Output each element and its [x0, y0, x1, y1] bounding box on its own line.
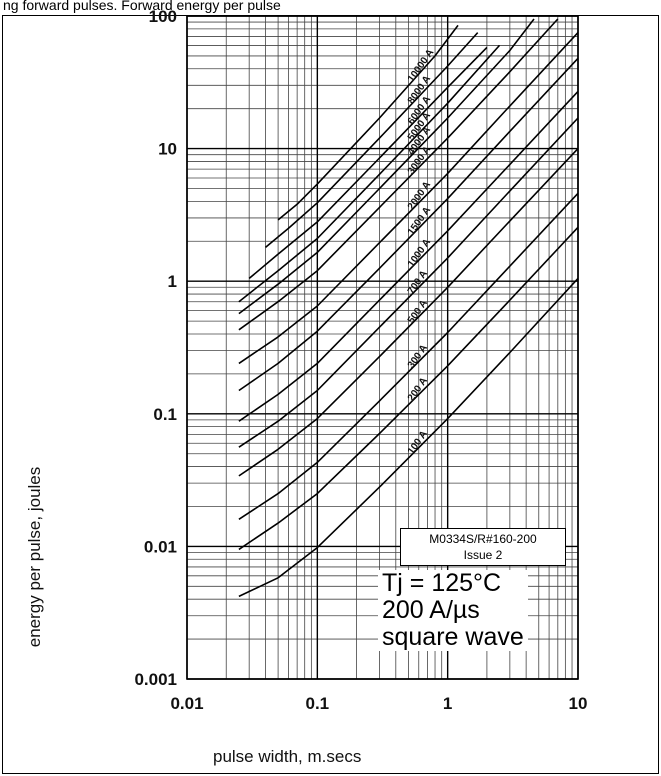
- y-tick-label: 0.01: [144, 537, 177, 556]
- energy-curve: [238, 226, 579, 551]
- energy-curve: [238, 18, 535, 315]
- energy-curve: [264, 32, 479, 249]
- y-axis-title: energy per pulse, joules: [25, 467, 44, 648]
- energy-curve: [238, 18, 559, 331]
- condition-temperature: Tj = 125°C: [382, 569, 502, 597]
- energy-curve: [238, 148, 579, 477]
- x-tick-label: 0.01: [170, 694, 203, 713]
- reference-issue: Issue 2: [463, 548, 503, 562]
- y-tick-label: 0.001: [134, 670, 177, 689]
- condition-waveform: square wave: [382, 623, 524, 651]
- x-axis-title: pulse width, m.secs: [213, 747, 361, 766]
- energy-curve: [238, 44, 501, 303]
- top-caption: ng forward pulses. Forward energy per pu…: [3, 0, 281, 13]
- y-tick-label: 1: [168, 272, 177, 291]
- curve-label: 500 A: [406, 298, 430, 326]
- energy-curve: [238, 192, 579, 520]
- minor-gridlines: [187, 16, 578, 679]
- curve-label: 700 A: [406, 269, 430, 297]
- energy-curve: [238, 277, 579, 598]
- test-conditions: Tj = 125°C 200 A/µs square wave: [378, 570, 528, 651]
- curve-label: 200 A: [406, 376, 430, 404]
- reference-code: M0334S/R#160-200: [429, 532, 537, 546]
- energy-curve: [238, 117, 579, 448]
- condition-rate: 200 A/µs: [382, 596, 480, 624]
- major-gridlines: [186, 15, 579, 680]
- energy-curve: [238, 57, 579, 392]
- x-tick-label: 1: [443, 694, 452, 713]
- curve-label: 300 A: [406, 343, 430, 371]
- reference-box: M0334S/R#160-200 Issue 2: [400, 528, 566, 566]
- energy-curve: [238, 32, 579, 365]
- y-tick-label: 100: [149, 7, 177, 26]
- curve-label: 1000 A: [406, 237, 433, 269]
- y-tick-label: 0.1: [153, 405, 177, 424]
- x-tick-label: 0.1: [306, 694, 330, 713]
- plot-border: [186, 15, 579, 680]
- x-tick-label: 10: [569, 694, 588, 713]
- curve-label: 1500 A: [406, 205, 433, 237]
- energy-curve: [277, 24, 459, 221]
- tick-labels: 0.01 0.1 1 10 0.001 0.01 0.1 1 10 100: [134, 7, 587, 713]
- curve-label: 2000 A: [406, 180, 433, 212]
- energy-curve: [248, 46, 488, 280]
- energy-curve: [238, 90, 579, 422]
- y-tick-label: 10: [158, 140, 177, 159]
